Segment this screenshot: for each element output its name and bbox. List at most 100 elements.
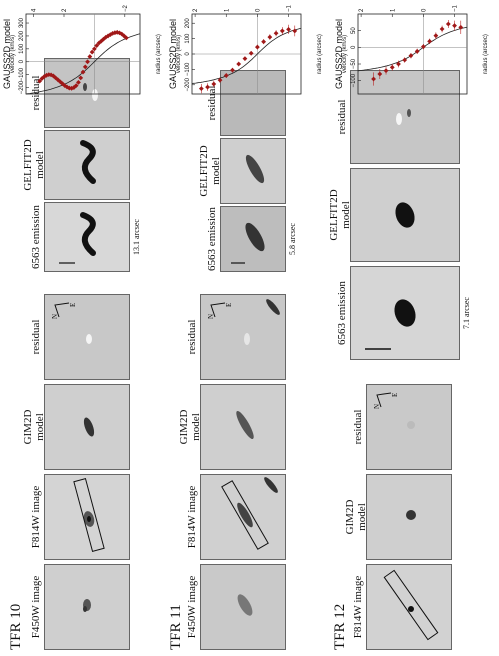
chart2-ytick-label: 0 [351,45,357,49]
chart0-xtick-label: 2 [62,8,68,12]
tfr10-gelfit-title-1: GELFIT2D model [22,130,46,200]
chart1-ytick-label: −100 [185,62,191,76]
chart1-ytick-label: 0 [185,52,191,56]
chart0-ytick-label: 300 [19,17,25,28]
chart0-ytick-label: −100 [19,67,25,81]
chart1-data-point [211,81,217,87]
tfr10-gelfit2d-model [44,130,130,200]
chart0-ytick-label: 100 [19,43,25,54]
chart2-data-point [433,33,439,39]
tfr10-hst-title-0: F450W image [30,575,42,639]
tfr11-gelfit-title-0: 6563 emission [206,207,218,271]
chart0-data-point [39,76,45,81]
tfr12-gim2d-model [366,474,452,560]
tfr11-f814w-image [200,474,286,560]
chart0-data-point [73,83,79,89]
row-label-tfr10: TFR 10 [8,603,24,650]
chart1-data-point [198,86,204,92]
tfr10-gelfit-title-line2: model [34,151,46,179]
tfr10-gim2d-title-line1: GIM2D [22,409,34,445]
tfr10-gelfit-title-0: 6563 emission [30,205,42,269]
tfr10-gim2d-title-line2: model [34,413,46,441]
tfr10-6563-emission [44,202,130,272]
chart0-data-point [87,54,93,59]
tfr12-gim2d-title-line1: GIM2D [344,499,356,535]
chart2-data-point [389,64,395,70]
tfr12-f814w-image [366,564,452,650]
tfr11-hst-title-0: F450W image [186,575,198,639]
chart0-ytick-label: 200 [19,30,25,41]
chart1-xtick-label: −1 [287,4,293,12]
tfr12-hst-residual: N E [366,384,452,470]
row-label-tfr11: TFR 11 [168,604,184,650]
tfr12-gelfit-residual [350,70,460,164]
chart2-frame [357,13,468,95]
chart0-data-point [55,77,61,83]
chart2-data-point [452,23,457,29]
chart0-data-point [82,64,88,70]
chart2-model-curve [357,26,468,72]
tfr10-gauss2d-chart: GAUSS2D model −200−100 0 100 200 300 velocity … [2,4,162,95]
tfr12-gelfit-title-0: 6563 emission [336,281,348,345]
chart0-data-point [92,46,97,52]
chart0-data-point [78,75,84,81]
chart2-data-point [371,76,376,82]
chart0-data-point [110,30,116,36]
chart0-data-point [114,29,120,35]
chart1-data-point [242,56,248,62]
chart2-data-point [445,21,451,27]
tfr11-gelfit2d-model [220,138,286,204]
chart1-data-point [255,44,260,50]
tfr11-hst-residual: N E [200,294,286,380]
tfr11-gim2d-model [200,384,286,470]
tfr10-hst-title-3: residual [30,319,42,355]
tfr10-hst-title-1: F814W image [30,485,42,549]
chart1-data-point [205,84,210,90]
tfr11-hst-title-2: GIM2D model [178,384,202,470]
chart0-data-point [41,74,47,79]
tfr11-hst-title-3: residual [186,319,198,355]
chart2-ylabel: velocity (km/s) [342,35,348,73]
chart2-data-point [421,44,426,50]
chart0-xtick-label: −2 [123,4,129,12]
chart1-data-point [267,34,273,40]
tfr11-hst-title-1: F814W image [186,485,198,549]
chart0-data-point [37,78,43,84]
chart1-data-point [286,26,291,32]
chart1-xtick-label: 2 [193,8,199,12]
chart2-ytick-label: −100 [351,73,357,87]
chart1-data-point [292,28,298,34]
tfr11-gelfit-title-line2: model [210,157,222,185]
chart1-title: GAUSS2D model [168,19,178,89]
tfr11-gelfit-title-line1: GELFIT2D [198,145,210,197]
chart2-ytick-label: 50 [351,27,357,34]
chart0-data-point [85,59,90,65]
tfr12-gelfit-title-1: GELFIT2D model [328,168,352,262]
chart1-xtick-label: 1 [224,8,230,12]
tfr12-gelfit-title-line1: GELFIT2D [328,189,340,241]
chart0-data-point [103,34,109,40]
chart1-data-point [273,30,279,36]
chart2-data-point [408,53,414,59]
chart1-ytick-label: 200 [185,18,191,29]
tfr12-gelfit2d-model [350,168,460,262]
tfr11-6563-emission [220,206,286,272]
chart1-data-point [223,73,229,78]
tfr12-scale: 7.1 arcsec [462,297,471,329]
tfr11-scale: 5.8 arcsec [288,223,297,255]
chart1-xtick-label: 0 [255,8,261,12]
chart0-data-point [64,84,70,90]
chart2-data-point [427,38,433,44]
chart0-ylabel: velocity (km/s) [10,35,16,73]
tfr10-f814w-image [44,474,130,560]
chart2-xlabel: radius (arcsec) [483,34,489,74]
chart1-data-point [236,61,242,67]
tfr12-gelfit-title-line2: model [340,201,352,229]
tfr10-f450w-image [44,564,130,650]
tfr12-hst-title-1: GIM2D model [344,474,368,560]
tfr10-hst-title-2: GIM2D model [22,384,46,470]
chart2-data-point [439,26,445,32]
